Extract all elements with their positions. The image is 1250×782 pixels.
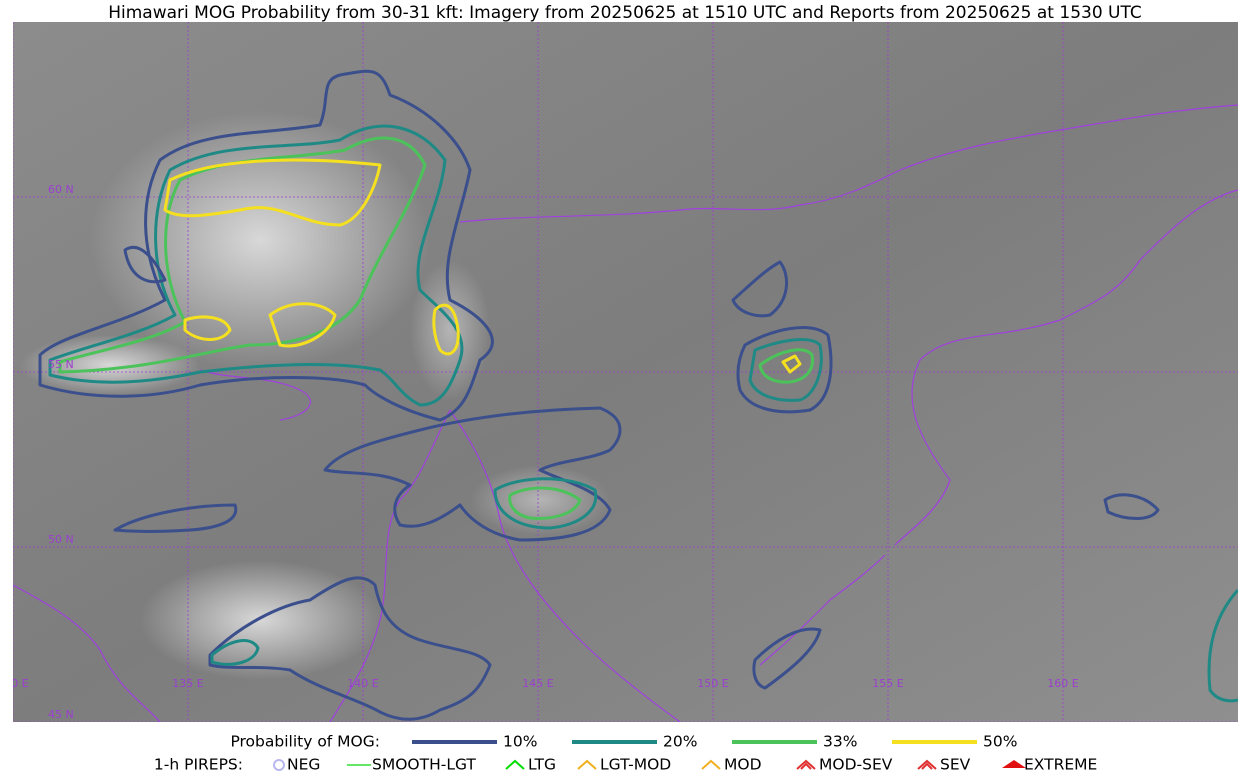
graticule-labels: 130 E 135 E 140 E 145 E 150 E 155 E 160 E 60 N 5… xyxy=(0,183,1079,721)
legend-label: 20% xyxy=(663,733,697,751)
coastline xyxy=(329,409,451,722)
legend-label: 50% xyxy=(983,733,1017,751)
coastline xyxy=(759,554,886,666)
legend-symbol xyxy=(273,759,285,771)
lon-label: 135 E xyxy=(172,677,203,690)
lon-label: 155 E xyxy=(872,677,903,690)
coastline xyxy=(459,104,1238,223)
legend-label: MOD xyxy=(724,756,762,774)
contour-50 xyxy=(432,303,460,356)
contour-10 xyxy=(208,576,492,721)
contour-20 xyxy=(493,477,598,530)
contour-10 xyxy=(38,69,494,422)
cloud xyxy=(410,260,490,400)
lat-label: 60 N xyxy=(48,183,74,196)
title: Himawari MOG Probability from 30-31 kft:… xyxy=(108,3,1142,23)
contour-50 xyxy=(268,302,337,348)
legend-symbol xyxy=(1002,760,1026,768)
legend-symbol xyxy=(796,759,816,770)
contour-10 xyxy=(736,326,833,414)
cloud xyxy=(470,465,610,535)
contour-33 xyxy=(508,486,582,520)
probability-legend: 10% 20% 33% 50% xyxy=(412,733,1017,751)
lon-label: 130 E xyxy=(0,677,29,690)
contour-10 xyxy=(323,406,622,542)
lon-label: 145 E xyxy=(522,677,553,690)
coastline xyxy=(894,189,1238,546)
contour-33 xyxy=(58,136,427,374)
contour-50 xyxy=(163,158,382,227)
contour-20 xyxy=(48,124,464,407)
graticule xyxy=(13,22,1238,722)
contour-50 xyxy=(183,315,232,341)
legend-label: SMOOTH-LGT xyxy=(372,756,476,774)
contour-50 xyxy=(781,354,802,374)
legend-label: 10% xyxy=(503,733,537,751)
coastline xyxy=(199,369,311,421)
legend-label: EXTREME xyxy=(1024,756,1097,774)
contour-10 xyxy=(1103,493,1160,520)
legend-label: MOD-SEV xyxy=(819,756,893,774)
legend-label: LTG xyxy=(528,756,556,774)
legend-label: SEV xyxy=(940,756,971,774)
map: 130 E 135 E 140 E 145 E 150 E 155 E 160 E 60 N 5… xyxy=(0,22,1238,722)
lon-label: 140 E xyxy=(347,677,378,690)
coastlines xyxy=(13,104,1238,722)
legend-label: LGT-MOD xyxy=(600,756,671,774)
coastline xyxy=(13,584,161,722)
legend-symbol xyxy=(505,759,525,770)
contour-10 xyxy=(113,503,238,533)
lon-label: 150 E xyxy=(697,677,728,690)
legend-title: Probability of MOG: xyxy=(230,733,380,751)
lon-label: 160 E xyxy=(1047,677,1078,690)
legend-symbol xyxy=(701,759,721,770)
contour-20 xyxy=(210,639,260,666)
pirep-legend: NEG SMOOTH-LGT LTG LGT-MOD MOD MOD-SEV SEV EXTR… xyxy=(273,756,1097,774)
lat-label: 55 N xyxy=(48,358,74,371)
lat-label: 45 N xyxy=(48,708,74,721)
contour-10 xyxy=(123,245,167,284)
legend-label: 33% xyxy=(823,733,857,751)
contours xyxy=(38,69,1238,721)
legend-label: NEG xyxy=(287,756,320,774)
legend-title: 1-h PIREPS: xyxy=(154,756,243,774)
lat-label: 50 N xyxy=(48,533,74,546)
legend-symbol xyxy=(577,759,597,770)
cloud xyxy=(90,110,430,370)
legend: Probability of MOG: 10% 20% 33% 50% 1-h PIR… xyxy=(154,733,1097,774)
cloud xyxy=(140,560,380,680)
contour-10 xyxy=(752,627,822,690)
contour-33 xyxy=(758,348,815,384)
contour-20 xyxy=(1207,588,1238,703)
coastline xyxy=(449,409,681,722)
contour-10 xyxy=(731,260,789,318)
legend-symbol xyxy=(917,759,937,770)
contour-20 xyxy=(748,338,823,402)
